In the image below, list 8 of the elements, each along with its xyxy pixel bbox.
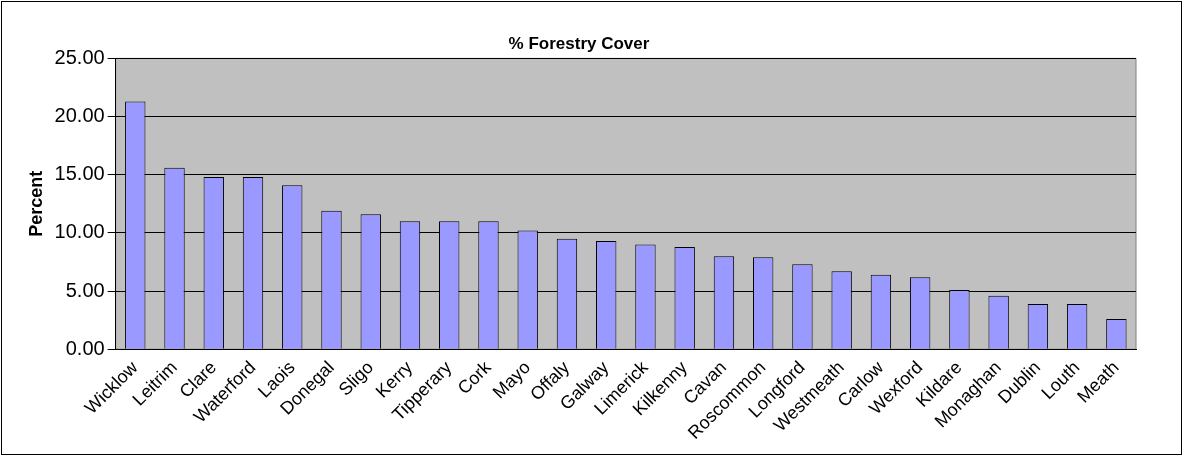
chart-title: % Forestry Cover <box>508 33 650 53</box>
y-tick-label: 0.00 <box>65 336 105 359</box>
y-axis-title: Percent <box>25 170 46 237</box>
y-tick-label: 15.00 <box>54 162 105 185</box>
y-tick-label: 5.00 <box>65 278 105 301</box>
y-tick-label: 20.00 <box>54 104 105 127</box>
y-tick-label: 25.00 <box>54 45 105 68</box>
y-tick-label: 10.00 <box>54 220 105 243</box>
